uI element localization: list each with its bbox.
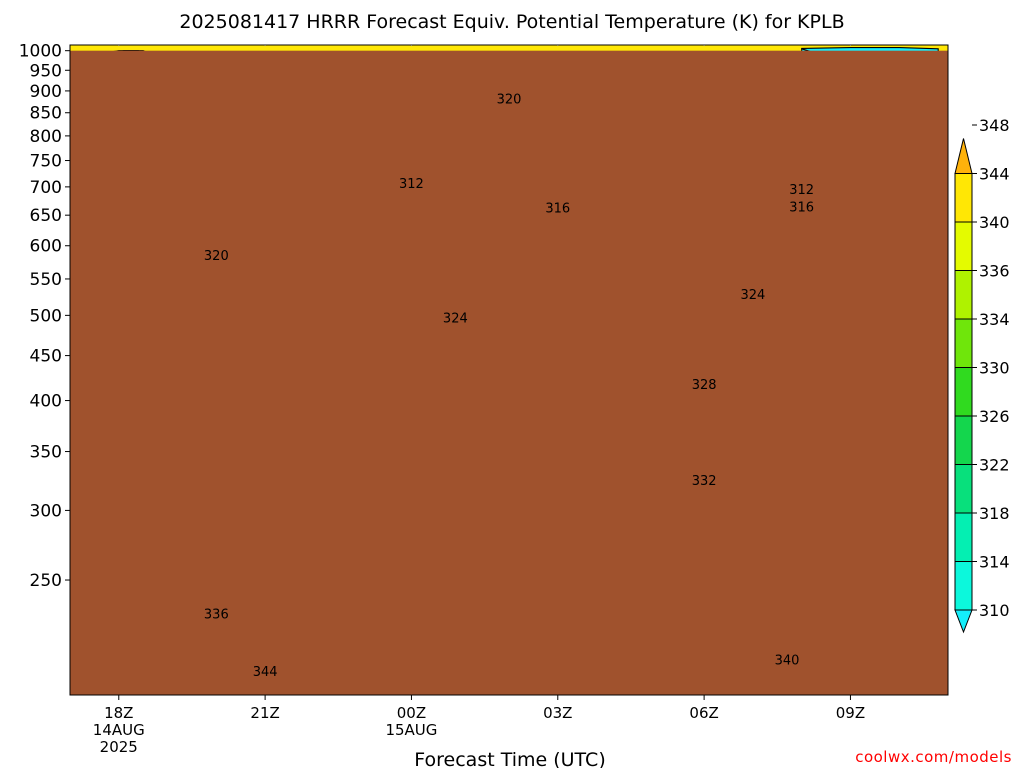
y-tick-label: 950 (30, 61, 62, 81)
contour-label: 320 (204, 249, 229, 264)
x-tick-label: 18Z (104, 704, 133, 722)
contour-label: 340 (775, 654, 800, 669)
contour-label-text: 340 (775, 654, 800, 669)
y-tick-label: 1000 (19, 42, 62, 62)
colorbar-swatch (954, 318, 973, 368)
x-tick-label: 00Z (397, 704, 426, 722)
y-tick-label: 350 (30, 443, 62, 463)
y-tick-label: 650 (30, 206, 62, 226)
x-tick-label: 09Z (836, 704, 865, 722)
contour-label: 312 (789, 183, 814, 198)
y-tick-label: 450 (30, 347, 62, 367)
chart-title: 2025081417 HRRR Forecast Equiv. Potentia… (179, 11, 844, 33)
y-tick-label: 250 (30, 571, 62, 591)
contour-label-text: 344 (253, 665, 278, 680)
colorbar-label: 330 (979, 359, 1010, 378)
x-tick-label: 21Z (250, 704, 279, 722)
y-tick-label: 500 (30, 306, 62, 326)
contour-label-text: 336 (204, 608, 229, 623)
ground-surface (70, 50, 948, 695)
x-tick-label: 06Z (689, 704, 718, 722)
contour-label: 312 (399, 177, 424, 192)
contour-label: 324 (740, 288, 765, 303)
plot-frame (69, 44, 949, 696)
contour-label-text: 332 (692, 474, 717, 489)
x-tick-label: 03Z (543, 704, 572, 722)
contour-label: 336 (204, 608, 229, 623)
x-date-label: 14AUG (93, 721, 145, 739)
colorbar-label: 348 (979, 116, 1010, 135)
colorbar-swatch (954, 270, 973, 320)
axes: 2503003504004505005506006507007508008509… (19, 42, 949, 756)
watermark[interactable]: coolwx.com/models (855, 748, 1012, 766)
colorbar-arrow-low (954, 609, 973, 634)
colorbar-swatch (954, 221, 973, 271)
y-tick-label: 900 (30, 82, 62, 102)
colorbar-label: 314 (979, 553, 1010, 572)
contour-label-text: 324 (740, 288, 765, 303)
contour-label-text: 312 (789, 183, 814, 198)
colorbar-label: 336 (979, 262, 1010, 281)
y-tick-label: 750 (30, 152, 62, 172)
colorbar-label: 344 (979, 165, 1010, 184)
colorbar-label: 322 (979, 456, 1010, 475)
colorbar-arrow-high (954, 138, 973, 174)
contour-label: 320 (497, 93, 522, 108)
colorbar-swatch (954, 173, 973, 223)
x-date-label: 15AUG (385, 721, 437, 739)
colorbar: 310 314 318 322 326 330 334 336 340 344 348 (954, 116, 1010, 634)
colorbar-swatch (954, 415, 973, 465)
y-tick-label: 550 (30, 270, 62, 290)
colorbar-label: 318 (979, 504, 1010, 523)
contour-label: 328 (692, 378, 717, 393)
y-tick-label: 850 (30, 104, 62, 124)
colorbar-label: 310 (979, 601, 1010, 620)
contour-label-text: 316 (789, 200, 814, 215)
contour-label-text: 320 (204, 249, 229, 264)
colorbar-swatch (954, 464, 973, 514)
contour-label-text: 324 (443, 312, 468, 327)
y-tick-label: 300 (30, 501, 62, 521)
y-tick-label: 600 (30, 237, 62, 257)
colorbar-label: 340 (979, 213, 1010, 232)
ground-strip (70, 50, 948, 695)
colorbar-swatch (954, 561, 973, 611)
contour-label: 344 (253, 665, 278, 680)
y-tick-label: 800 (30, 127, 62, 147)
contour-label-text: 328 (692, 378, 717, 393)
colorbar-swatch (954, 367, 973, 417)
contour-label: 316 (789, 200, 814, 215)
contour-label-text: 320 (497, 93, 522, 108)
y-tick-label: 400 (30, 392, 62, 412)
contour-label-text: 312 (399, 177, 424, 192)
contour-label: 324 (443, 312, 468, 327)
colorbar-label: 334 (979, 310, 1010, 329)
x-date-label: 2025 (100, 738, 138, 756)
colorbar-swatch (954, 512, 973, 562)
contour-label: 316 (545, 202, 570, 217)
colorbar-label: 326 (979, 407, 1010, 426)
y-tick-label: 700 (30, 178, 62, 198)
contour-label: 332 (692, 474, 717, 489)
x-axis-label: Forecast Time (UTC) (414, 749, 605, 768)
contour-labels: 344 340 336 332 328 324 324 320 316 316 312 312 320 (204, 93, 814, 680)
contour-label-text: 316 (545, 202, 570, 217)
